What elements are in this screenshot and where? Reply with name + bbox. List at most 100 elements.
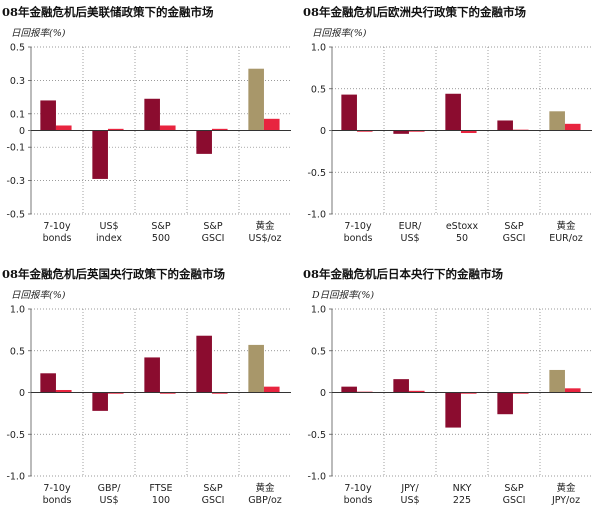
x-category-label: S&P	[151, 221, 170, 232]
bar-primary	[40, 100, 56, 131]
bar-secondary	[512, 392, 529, 394]
bar-primary	[341, 94, 357, 131]
x-category-label: 黄金	[255, 220, 275, 232]
chart-panel-fed: 08年金融危机后美联储政策下的金融市场 日回报率(%) 0.5 0.3 0.1 0 -0.1…	[0, 0, 300, 260]
chart-panel-ecb: 08年金融危机后欧洲央行政策下的金融市场日回报率(%) 1.0 0.5 0 -0.5 -1…	[301, 0, 601, 260]
bar-primary	[341, 386, 357, 393]
y-tick-label: 1.0	[10, 305, 25, 316]
bar-primary	[497, 120, 513, 131]
chart-panel-boe: 08年金融危机后英国央行政策下的金融市场日回报率(%) 1.0 0.5 0 -0.5 -1…	[0, 262, 300, 522]
x-category-label: 500	[152, 233, 170, 244]
y-tick-label: 0	[320, 126, 326, 137]
y-tick-label: -1.0	[307, 210, 326, 221]
x-category-label: GSCI	[503, 495, 526, 506]
x-category-label: bonds	[344, 495, 373, 506]
x-category-label: 黄金	[556, 482, 576, 494]
x-category-label: GSCI	[202, 233, 225, 244]
y-tick-label: -0.5	[307, 430, 326, 441]
chart-panel-boj: 08年金融危机后日本央行下的金融市场 D日回报率(%) 1.0 0.5 0 -0.5 -1.…	[301, 262, 601, 522]
x-category-label: 100	[152, 495, 170, 506]
bar-primary	[549, 111, 565, 131]
bar-primary	[144, 357, 160, 393]
x-category-label: S&P	[504, 483, 523, 494]
chart-title: 08年金融危机后英国央行政策下的金融市场	[2, 267, 226, 281]
x-category-label: GSCI	[503, 233, 526, 244]
x-category-label: 黄金	[255, 482, 275, 494]
y-tick-label: 0	[19, 126, 25, 137]
x-category-label: 7-10y	[43, 483, 71, 494]
bar-secondary	[211, 392, 228, 394]
bar-secondary	[460, 392, 477, 394]
x-category-label: US$/oz	[248, 233, 281, 244]
y-axis-label: D日回报率(%)	[311, 289, 374, 301]
chart-title: 08年金融危机后日本央行下的金融市场	[303, 267, 504, 281]
y-tick-label: 0.3	[10, 76, 25, 87]
bar-primary	[248, 344, 264, 393]
bar-primary	[497, 392, 513, 415]
bar-secondary	[356, 130, 373, 132]
x-category-label: index	[96, 233, 122, 244]
bar-primary	[549, 369, 565, 393]
chart-title: 08年金融危机后欧洲央行政策下的金融市场	[303, 5, 527, 19]
bar-secondary	[107, 392, 124, 394]
y-tick-label: 0.5	[311, 346, 326, 357]
bar-secondary	[564, 388, 581, 393]
bar-primary	[248, 68, 264, 131]
bar-secondary	[107, 128, 124, 131]
bar-secondary	[55, 125, 72, 131]
y-axis-label: 日回报率(%)	[11, 289, 66, 301]
x-category-label: S&P	[504, 221, 523, 232]
x-category-label: 7-10y	[43, 221, 71, 232]
bar-primary	[144, 98, 160, 131]
x-category-label: US$	[400, 495, 419, 506]
y-tick-label: -1.0	[307, 472, 326, 483]
y-tick-label: 0.5	[10, 346, 25, 357]
y-tick-label: 0.5	[10, 43, 25, 54]
y-tick-label: -0.5	[6, 430, 25, 441]
bar-secondary	[211, 128, 228, 131]
x-category-label: bonds	[43, 233, 72, 244]
x-category-label: US$	[99, 495, 118, 506]
x-category-label: S&P	[203, 483, 222, 494]
bar-primary	[196, 335, 212, 393]
bar-primary	[40, 373, 56, 393]
y-tick-label: -0.1	[6, 143, 25, 154]
x-category-label: 7-10y	[344, 221, 372, 232]
x-category-label: EUR/oz	[549, 233, 583, 244]
bar-secondary	[408, 390, 425, 393]
bar-secondary	[564, 123, 581, 131]
bar-secondary	[55, 389, 72, 393]
chart-title: 08年金融危机后美联储政策下的金融市场	[2, 5, 214, 19]
x-category-label: EUR/	[399, 221, 423, 232]
x-category-label: 7-10y	[344, 483, 372, 494]
bar-primary	[445, 392, 461, 428]
y-tick-label: 0	[19, 388, 25, 399]
y-tick-label: 0	[320, 388, 326, 399]
x-category-label: S&P	[203, 221, 222, 232]
bar-primary	[445, 93, 461, 131]
bar-primary	[393, 130, 409, 134]
y-tick-label: -0.5	[6, 210, 25, 221]
y-axis-label: 日回报率(%)	[312, 27, 367, 39]
bar-secondary	[263, 118, 280, 131]
x-category-label: NKY	[453, 483, 472, 494]
y-tick-label: -1.0	[6, 472, 25, 483]
x-category-label: JPY/	[400, 483, 419, 494]
bar-secondary	[460, 130, 477, 134]
bar-secondary	[159, 125, 176, 131]
bar-primary	[92, 392, 108, 411]
x-category-label: US$	[99, 221, 118, 232]
chart-boj: 08年金融危机后日本央行下的金融市场 D日回报率(%) 1.0 0.5 0 -0.5 -1.…	[303, 267, 592, 506]
bar-primary	[196, 130, 212, 154]
bar-secondary	[408, 130, 425, 132]
y-tick-label: 0.5	[311, 84, 326, 95]
x-category-label: 50	[456, 233, 468, 244]
bar-primary	[92, 130, 108, 179]
x-category-label: GBP/	[98, 483, 122, 494]
x-category-label: GSCI	[202, 495, 225, 506]
y-tick-label: -0.5	[307, 168, 326, 179]
x-category-label: bonds	[344, 233, 373, 244]
y-tick-label: 1.0	[311, 43, 326, 54]
